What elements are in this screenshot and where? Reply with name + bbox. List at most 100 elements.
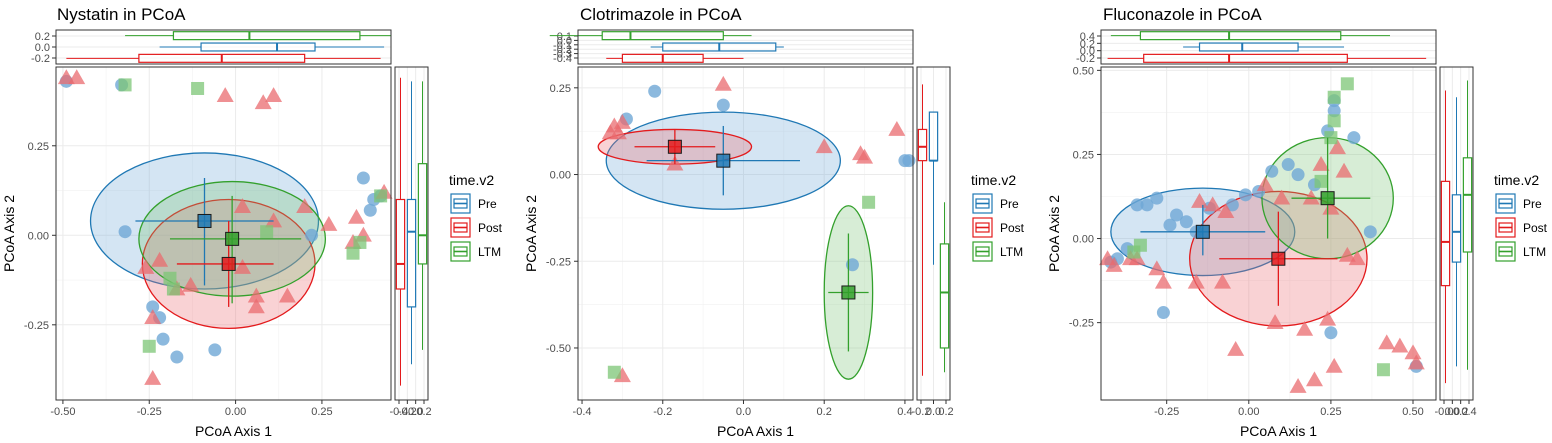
top-tick-label: -0.2	[31, 53, 50, 65]
right-marginal-boxplot: -0.20.00.2	[912, 66, 954, 418]
point-ltm	[1314, 174, 1328, 188]
panel-2: Clotrimazole in PCoA-0.4 -0.2 0.0 0.2 0.4PCo…	[523, 5, 1025, 439]
point-post	[1312, 156, 1330, 171]
right-tick-label: 0.2	[416, 406, 431, 418]
right-box-ltm	[939, 243, 950, 349]
top-tick-label: -0.2	[553, 44, 572, 56]
point-pre	[1265, 164, 1279, 178]
right-marginal-boxplot: -0.00.00.20.4	[1435, 66, 1477, 418]
point-post	[1266, 314, 1284, 330]
point-pre	[1239, 188, 1253, 202]
x-axis: -0.50 -0.25 0.00 0.25 PCoA Axis 1	[50, 400, 333, 439]
point-post	[1191, 193, 1209, 208]
right-tick-label: 0.2	[1453, 406, 1468, 418]
top-box-pre	[200, 42, 316, 52]
right-tick-label: 0.0	[926, 406, 941, 418]
data-points	[1099, 77, 1425, 393]
point-ltm	[353, 235, 367, 249]
point-pre	[1225, 198, 1239, 212]
point-post	[1319, 310, 1337, 326]
centroid-pre	[716, 153, 731, 168]
point-post	[347, 208, 365, 224]
top-box-ltm	[172, 31, 361, 41]
top-tick-label: 0.1	[557, 31, 572, 43]
point-pre	[363, 203, 377, 217]
x-axis: -0.4 -0.2 0.0 0.2 0.4 PCoA Axis 1	[573, 400, 913, 439]
point-pre	[1156, 306, 1170, 320]
point-post	[1148, 260, 1166, 276]
point-post	[137, 259, 155, 274]
y-tick-label: -0.25	[546, 256, 571, 268]
plot-border	[577, 66, 914, 401]
x-tick-label: -0.25	[137, 406, 162, 418]
x-axis-title: PCoA Axis 1	[1240, 423, 1317, 439]
x-tick-label: 0.25	[311, 406, 332, 418]
top-tick-label: -0.1	[553, 40, 572, 52]
right-tick-label: 0.0	[408, 406, 423, 418]
plot-area	[578, 67, 913, 400]
point-post	[1227, 341, 1245, 356]
legend-label-pre: Pre	[1000, 197, 1019, 211]
y-tick-label: -0.25	[24, 320, 49, 332]
centroid-pre	[197, 213, 212, 228]
point-pre	[1281, 158, 1295, 172]
point-pre	[1327, 104, 1341, 118]
top-tick-label: 0.2	[35, 31, 50, 43]
right-box-post	[395, 198, 406, 290]
x-tick-label: 0.0	[736, 406, 751, 418]
right-box-pre	[1451, 194, 1462, 263]
data-points	[57, 69, 393, 385]
right-box-post	[917, 128, 928, 162]
top-box-ltm	[1139, 31, 1342, 41]
point-ltm	[1376, 363, 1390, 377]
point-post	[144, 309, 162, 325]
point-post	[601, 124, 619, 140]
point-pre	[356, 171, 370, 185]
top-box-pre	[1198, 42, 1299, 52]
top-marginal-boxplot: 0.40.20.0-0.2	[1076, 29, 1437, 65]
centroid-post	[221, 256, 236, 271]
top-tick-label: -0.4	[553, 53, 572, 65]
top-box-ltm	[601, 31, 724, 41]
point-ltm	[346, 246, 360, 260]
point-ltm	[1324, 131, 1338, 145]
point-post	[613, 114, 631, 129]
right-box-pre	[928, 111, 939, 162]
x-tick-label: 0.4	[897, 406, 912, 418]
chart-title: Fluconazole in PCoA	[1103, 5, 1262, 24]
point-post	[278, 287, 296, 303]
point-post	[1256, 176, 1274, 192]
point-ltm	[607, 365, 621, 379]
chart-title: Nystatin in PCoA	[57, 5, 186, 24]
right-tick-label: -0.0	[1435, 406, 1454, 418]
point-post	[1335, 162, 1353, 178]
y-tick-label: 0.00	[550, 170, 571, 182]
centroid-post	[1271, 251, 1286, 266]
x-tick-label: -0.25	[1154, 406, 1179, 418]
plot-area	[1101, 67, 1436, 400]
point-post	[265, 87, 283, 103]
point-post	[714, 75, 732, 91]
x-tick-label: 0.00	[1238, 406, 1259, 418]
point-ltm	[166, 282, 180, 296]
point-pre	[305, 228, 319, 242]
point-pre	[1324, 326, 1338, 340]
panel-3: Fluconazole in PCoA -0.25 0.00 0.25 0.50 PCoA…	[1046, 5, 1548, 439]
legend-label-post: Post	[1523, 221, 1548, 235]
right-box-pre	[406, 198, 417, 308]
y-tick-label: -0.50	[546, 343, 571, 355]
top-tick-label: 0.0	[1080, 46, 1095, 58]
legend-title: time.v2	[971, 172, 1016, 188]
point-post	[1404, 344, 1422, 360]
right-marginal-border	[916, 66, 951, 401]
top-marginal-border	[55, 29, 392, 65]
point-post	[1322, 199, 1340, 215]
point-post	[216, 87, 234, 103]
y-tick-label: 0.00	[28, 230, 49, 242]
top-marginal-boxplot: 0.20.0-0.2	[31, 29, 392, 65]
legend-title: time.v2	[1494, 172, 1539, 188]
point-post	[233, 198, 251, 214]
point-post	[144, 370, 162, 385]
point-pre	[1163, 218, 1177, 232]
